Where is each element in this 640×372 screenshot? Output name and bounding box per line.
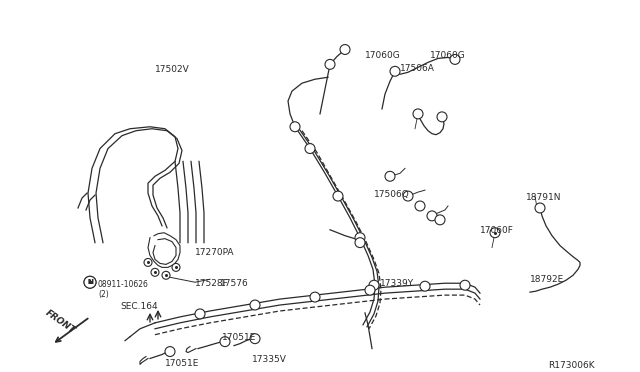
Circle shape	[420, 281, 430, 291]
Text: SEC.164: SEC.164	[120, 302, 157, 311]
Text: R173006K: R173006K	[548, 362, 595, 371]
Text: 17506Q: 17506Q	[374, 190, 410, 199]
Circle shape	[340, 45, 350, 54]
Text: 17576: 17576	[220, 279, 249, 288]
Circle shape	[355, 238, 365, 248]
Text: N: N	[87, 279, 93, 285]
Circle shape	[172, 263, 180, 271]
Circle shape	[290, 122, 300, 132]
Circle shape	[490, 228, 500, 238]
Circle shape	[144, 259, 152, 266]
Circle shape	[165, 347, 175, 356]
Circle shape	[325, 60, 335, 69]
Circle shape	[305, 144, 315, 154]
Circle shape	[415, 201, 425, 211]
Circle shape	[427, 211, 437, 221]
Text: 17270PA: 17270PA	[195, 248, 234, 257]
Circle shape	[385, 171, 395, 181]
Text: 18792E: 18792E	[530, 275, 564, 284]
Circle shape	[250, 300, 260, 310]
Circle shape	[435, 215, 445, 225]
Circle shape	[162, 271, 170, 279]
Circle shape	[450, 54, 460, 64]
Text: 17060G: 17060G	[430, 51, 466, 61]
Circle shape	[365, 285, 375, 295]
Circle shape	[195, 309, 205, 319]
Text: 17051E: 17051E	[165, 359, 200, 369]
Text: 17502V: 17502V	[155, 65, 189, 74]
Text: FRONT: FRONT	[44, 308, 77, 335]
Circle shape	[437, 112, 447, 122]
Circle shape	[460, 280, 470, 290]
Circle shape	[84, 276, 96, 288]
Text: 17339Y: 17339Y	[380, 279, 414, 288]
Text: (2): (2)	[98, 290, 109, 299]
Circle shape	[403, 191, 413, 201]
Circle shape	[220, 337, 230, 347]
Circle shape	[84, 276, 96, 288]
Circle shape	[250, 334, 260, 344]
Text: 17060G: 17060G	[365, 51, 401, 61]
Text: 17060F: 17060F	[480, 226, 514, 235]
Circle shape	[310, 292, 320, 302]
Text: 17528F: 17528F	[195, 279, 228, 288]
Circle shape	[535, 203, 545, 213]
Text: 08911-10626: 08911-10626	[98, 280, 149, 289]
Text: 17335V: 17335V	[252, 355, 287, 363]
Circle shape	[151, 268, 159, 276]
Circle shape	[333, 191, 343, 201]
Circle shape	[369, 280, 379, 290]
Text: N: N	[87, 279, 93, 285]
Circle shape	[413, 109, 423, 119]
Circle shape	[390, 66, 400, 76]
Circle shape	[355, 233, 365, 243]
Text: 17506A: 17506A	[400, 64, 435, 73]
Text: 17051E: 17051E	[222, 333, 257, 342]
Text: 18791N: 18791N	[526, 193, 561, 202]
